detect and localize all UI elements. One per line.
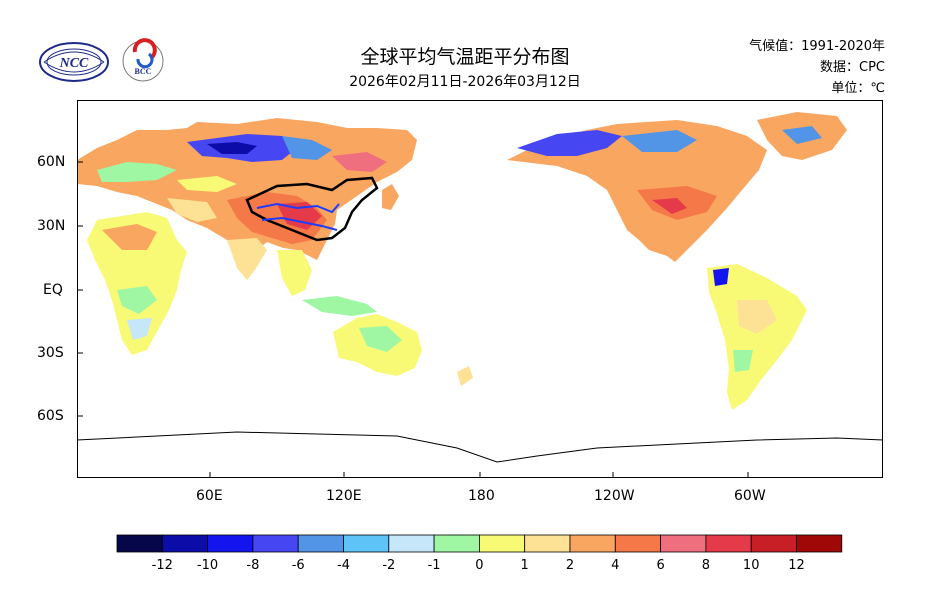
- colorbar-swatch: [524, 534, 571, 553]
- colorbar-label: 4: [611, 558, 619, 573]
- greenland-landmass: [757, 112, 847, 160]
- logo-group: NCC BCC: [39, 38, 164, 82]
- map-title: 全球平均气温距平分布图: [360, 46, 570, 68]
- colorbar-label: -8: [246, 558, 259, 573]
- colorbar-swatch: [207, 534, 254, 553]
- colorbar-swatch: [705, 534, 752, 553]
- colorbar-swatch: [297, 534, 344, 553]
- colorbar-label: 2: [566, 558, 574, 573]
- colorbar-swatch: [750, 534, 797, 553]
- anomaly-map: [77, 100, 883, 478]
- china-border: [245, 176, 379, 242]
- colorbar-swatch: [116, 534, 163, 553]
- south-america-landmass: [707, 264, 807, 410]
- south-asia-landmass: [227, 238, 377, 316]
- data-source-label: 数据：CPC: [820, 60, 885, 75]
- australia-landmass: [333, 314, 422, 376]
- colorbar-swatch: [433, 534, 480, 553]
- antarctica-landmass: [77, 431, 883, 478]
- colorbar-swatch: [478, 534, 526, 553]
- yellow-river: [256, 202, 340, 214]
- colorbar-swatch: [614, 534, 661, 553]
- new-zealand-landmass: [457, 366, 473, 386]
- lat-ticks: [77, 161, 83, 417]
- colorbar-label: -12: [152, 558, 173, 573]
- lat-label-60n: 60N: [37, 154, 66, 170]
- bcc-logo-text: BCC: [135, 67, 152, 76]
- climatology-label: 气候值：1991-2020年: [749, 39, 885, 54]
- colorbar-swatch: [343, 534, 390, 553]
- colorbar-label: -10: [197, 558, 218, 573]
- lat-label-30n: 30N: [37, 218, 66, 234]
- north-america-landmass: [507, 120, 767, 262]
- lon-label-60e: 60E: [196, 488, 223, 504]
- colorbar-label: 1: [521, 558, 529, 573]
- ncc-logo-text: NCC: [59, 56, 89, 71]
- lat-label-eq: EQ: [43, 282, 63, 298]
- bcc-logo: BCC: [122, 38, 164, 82]
- colorbar-label: -6: [292, 558, 305, 573]
- lon-label-180: 180: [468, 488, 495, 504]
- colorbar-swatch: [569, 534, 616, 553]
- map-subtitle: 2026年02月11日-2026年03月12日: [349, 74, 581, 90]
- colorbar-label: 10: [743, 558, 760, 573]
- colorbar-label: -4: [337, 558, 350, 573]
- colorbar: -12 -10 -8 -6 -4 -2 -1 0 1 2 4 6 8 10 12: [116, 534, 843, 573]
- colorbar-label: 12: [788, 558, 805, 573]
- colorbar-swatch: [660, 534, 707, 553]
- lon-label-120w: 120W: [594, 488, 635, 504]
- africa-landmass: [87, 212, 187, 355]
- colorbar-swatch: [252, 534, 299, 553]
- unit-label: 单位：℃: [831, 81, 885, 96]
- colorbar-label: 6: [656, 558, 664, 573]
- logos: NCC BCC: [38, 38, 168, 90]
- japan-landmass: [382, 184, 399, 210]
- colorbar-swatch: [161, 534, 208, 553]
- colorbar-label: -2: [382, 558, 395, 573]
- lat-label-30s: 30S: [37, 345, 64, 361]
- yangtze-river: [261, 216, 338, 231]
- lon-label-120e: 120E: [326, 488, 362, 504]
- colorbar-swatch: [796, 534, 843, 553]
- lon-label-60w: 60W: [734, 488, 766, 504]
- colorbar-swatch: [388, 534, 435, 553]
- colorbar-label: 8: [702, 558, 710, 573]
- colorbar-label: -1: [428, 558, 441, 573]
- colorbar-label: 0: [475, 558, 483, 573]
- lat-label-60s: 60S: [37, 408, 64, 424]
- lon-ticks: [209, 472, 749, 478]
- ncc-logo: NCC: [39, 42, 109, 82]
